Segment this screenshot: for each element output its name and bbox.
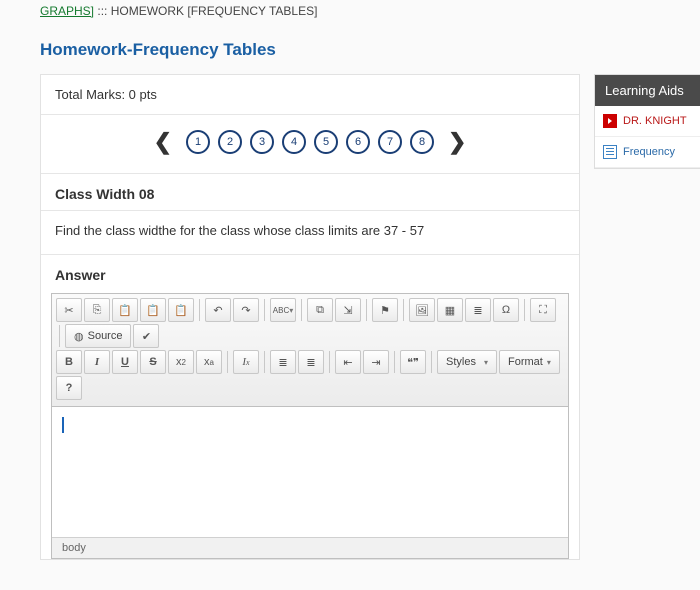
- question-heading: Class Width 08: [41, 174, 579, 211]
- flag-button[interactable]: ⚑: [372, 298, 398, 322]
- question-nav-6[interactable]: 6: [346, 130, 370, 154]
- help-button[interactable]: ?: [56, 376, 82, 400]
- table-button[interactable]: ▦: [437, 298, 463, 322]
- quote-button[interactable]: ❝❞: [400, 350, 426, 374]
- learning-aids-title: Learning Aids: [595, 75, 700, 106]
- undo-button[interactable]: ↶: [205, 298, 231, 322]
- question-nav-3[interactable]: 3: [250, 130, 274, 154]
- question-nav-7[interactable]: 7: [378, 130, 402, 154]
- breadcrumb-link[interactable]: GRAPHS]: [40, 4, 94, 18]
- paste-text-button[interactable]: 📋: [140, 298, 166, 322]
- main-panel: Total Marks: 0 pts ❮ 1 2 3 4 5 6 7 8 ❯ C…: [40, 74, 580, 560]
- italic-button[interactable]: I: [84, 350, 110, 374]
- outdent-button[interactable]: ⇤: [335, 350, 361, 374]
- total-marks: Total Marks: 0 pts: [41, 75, 579, 115]
- hr-button[interactable]: ≣: [465, 298, 491, 322]
- question-nav-1[interactable]: 1: [186, 130, 210, 154]
- editor-path: body: [52, 537, 568, 558]
- paste-button[interactable]: 📋: [112, 298, 138, 322]
- breadcrumb-sep: :::: [97, 4, 107, 18]
- link-button[interactable]: ⧉: [307, 298, 333, 322]
- strike-button[interactable]: S: [140, 350, 166, 374]
- bold-button[interactable]: B: [56, 350, 82, 374]
- breadcrumb-current: HOMEWORK [FREQUENCY TABLES]: [111, 4, 318, 18]
- underline-button[interactable]: U: [112, 350, 138, 374]
- next-question[interactable]: ❯: [442, 129, 472, 155]
- superscript-button[interactable]: xa: [196, 350, 222, 374]
- aid-label: Frequency: [623, 146, 675, 158]
- copy-button[interactable]: ⎘: [84, 298, 110, 322]
- text-cursor: [62, 417, 64, 433]
- unlink-button[interactable]: ⇲: [335, 298, 361, 322]
- youtube-icon: [603, 114, 617, 128]
- spellcheck-button[interactable]: ABC▾: [270, 298, 296, 322]
- subscript-button[interactable]: x2: [168, 350, 194, 374]
- aid-item-doc[interactable]: Frequency: [595, 137, 700, 168]
- clear-format-button[interactable]: Ix: [233, 350, 259, 374]
- unordered-list-button[interactable]: ≣: [298, 350, 324, 374]
- breadcrumb: GRAPHS] ::: HOMEWORK [FREQUENCY TABLES]: [0, 0, 700, 22]
- question-nav-2[interactable]: 2: [218, 130, 242, 154]
- question-nav-4[interactable]: 4: [282, 130, 306, 154]
- answer-label: Answer: [41, 255, 579, 293]
- question-nav: ❮ 1 2 3 4 5 6 7 8 ❯: [41, 115, 579, 174]
- editor-textarea[interactable]: [52, 407, 568, 537]
- question-nav-5[interactable]: 5: [314, 130, 338, 154]
- question-prompt: Find the class widthe for the class whos…: [41, 211, 579, 255]
- learning-aids-panel: Learning Aids DR. KNIGHT Frequency: [594, 74, 700, 169]
- cut-button[interactable]: ✂: [56, 298, 82, 322]
- indent-button[interactable]: ⇥: [363, 350, 389, 374]
- maximize-button[interactable]: ⛶: [530, 298, 556, 322]
- specialchar-button[interactable]: Ω: [493, 298, 519, 322]
- aid-item-video[interactable]: DR. KNIGHT: [595, 106, 700, 137]
- format-dropdown[interactable]: Format▾: [499, 350, 560, 374]
- styles-dropdown[interactable]: Styles▾: [437, 350, 497, 374]
- document-icon: [603, 145, 617, 159]
- prev-question[interactable]: ❮: [148, 129, 178, 155]
- image-button[interactable]: 🖼: [409, 298, 435, 322]
- source-button[interactable]: ◍Source: [65, 324, 131, 348]
- page-title: Homework-Frequency Tables: [0, 22, 700, 74]
- rich-text-editor: ✂ ⎘ 📋 📋 📋 ↶ ↷ ABC▾ ⧉ ⇲ ⚑ 🖼: [51, 293, 569, 559]
- redo-button[interactable]: ↷: [233, 298, 259, 322]
- paste-word-button[interactable]: 📋: [168, 298, 194, 322]
- ordered-list-button[interactable]: ≣: [270, 350, 296, 374]
- check-button[interactable]: ✔: [133, 324, 159, 348]
- question-nav-8[interactable]: 8: [410, 130, 434, 154]
- editor-toolbar: ✂ ⎘ 📋 📋 📋 ↶ ↷ ABC▾ ⧉ ⇲ ⚑ 🖼: [52, 294, 568, 407]
- aid-label: DR. KNIGHT: [623, 115, 687, 127]
